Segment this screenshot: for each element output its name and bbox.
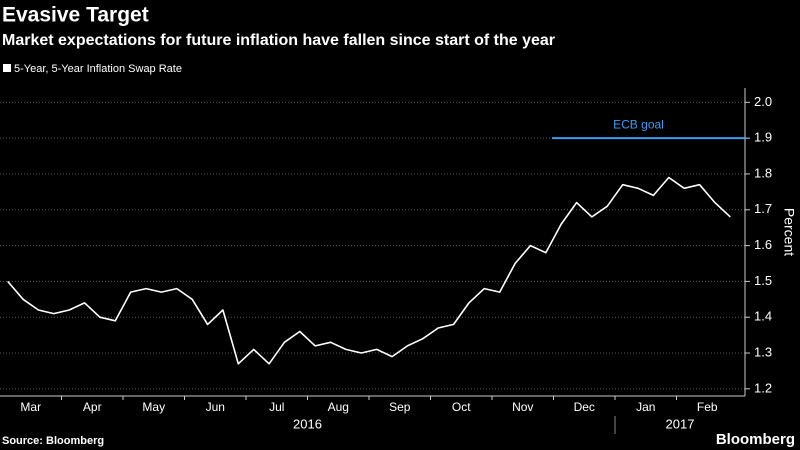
y-tick-label: 1.4: [754, 309, 772, 324]
x-tick-label: May: [142, 400, 165, 414]
x-tick-label: Jul: [269, 400, 284, 414]
y-tick-label: 1.3: [754, 344, 772, 359]
year-label: 2017: [666, 416, 695, 431]
x-tick-label: Oct: [452, 400, 471, 414]
y-tick-label: 2.0: [754, 94, 772, 109]
x-tick-label: Aug: [328, 400, 349, 414]
legend-label: 5-Year, 5-Year Inflation Swap Rate: [14, 63, 182, 75]
y-tick-label: 1.8: [754, 165, 772, 180]
y-tick-label: 1.7: [754, 201, 772, 216]
series-line: [7, 176, 731, 365]
source: Source: Bloomberg: [2, 435, 104, 447]
x-tick-label: Jun: [206, 400, 225, 414]
x-tick-label: Jan: [636, 400, 655, 414]
brand: Bloomberg: [716, 431, 795, 448]
y-tick-label: 1.5: [754, 273, 772, 288]
reference-label: ECB goal: [613, 117, 664, 131]
x-tick-label: Feb: [697, 400, 718, 414]
x-tick-label: Dec: [574, 400, 595, 414]
chart-title: Evasive Target: [2, 4, 149, 27]
x-tick-label: Nov: [512, 400, 533, 414]
year-label: 2016: [293, 416, 322, 431]
y-tick-label: 1.6: [754, 237, 772, 252]
y-tick-label: 1.2: [754, 380, 772, 395]
x-tick-label: Apr: [83, 400, 102, 414]
chart-subtitle: Market expectations for future inflation…: [2, 32, 555, 49]
x-tick-label: Mar: [20, 400, 41, 414]
legend-swatch: [3, 64, 11, 72]
x-tick-label: Sep: [389, 400, 411, 414]
y-tick-label: 1.9: [754, 130, 772, 145]
y-axis-label: Percent: [781, 208, 797, 256]
